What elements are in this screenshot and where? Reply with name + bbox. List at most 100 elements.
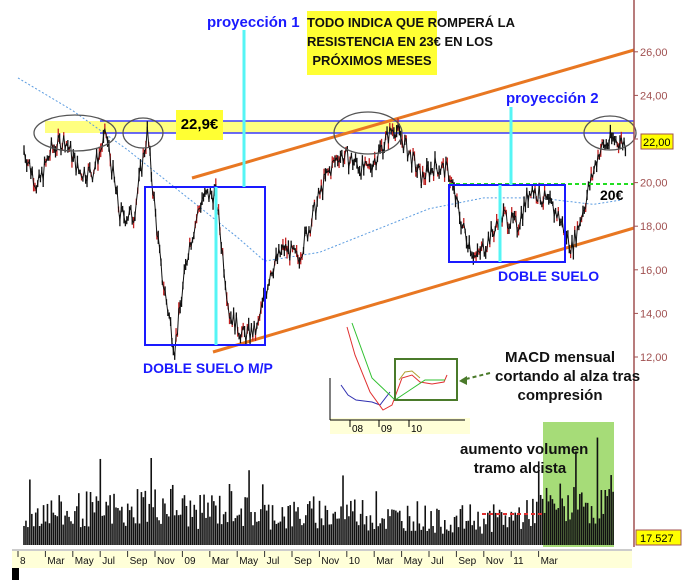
price-segment xyxy=(430,167,433,171)
volume-note-line-2: tramo alcista xyxy=(473,460,567,477)
price-segment xyxy=(164,291,167,302)
price-segment xyxy=(549,196,552,202)
price-segment xyxy=(98,150,102,154)
price-segment xyxy=(223,273,226,286)
price-segment xyxy=(193,224,196,236)
price-segment xyxy=(226,299,229,307)
price-segment xyxy=(290,243,294,250)
x-tick-label: Jul xyxy=(267,556,280,567)
price-segment xyxy=(360,159,363,177)
price-segment xyxy=(149,150,152,177)
price-segment xyxy=(97,153,100,165)
macd-blue-line xyxy=(340,384,391,406)
scroll-handle[interactable] xyxy=(12,568,19,580)
price-segment xyxy=(26,162,29,166)
price-segment xyxy=(178,306,181,309)
price-segment xyxy=(464,230,468,243)
price-segment xyxy=(86,166,89,182)
price-segment xyxy=(105,135,109,142)
price-segment xyxy=(381,144,384,155)
headline-line-2: RESISTENCIA EN 23€ EN LOS xyxy=(307,34,493,49)
macd-highlight-box xyxy=(394,358,458,401)
price-segment xyxy=(463,222,466,232)
price-segment xyxy=(160,262,163,283)
price-segment xyxy=(311,208,314,223)
price-segment xyxy=(356,163,359,171)
price-segment xyxy=(45,157,48,163)
price-segment xyxy=(315,201,318,216)
price-segment xyxy=(285,244,288,253)
price-segment xyxy=(119,207,122,221)
price-segment xyxy=(196,209,199,219)
top-ellipse-4 xyxy=(583,115,637,151)
price-segment xyxy=(66,143,69,147)
price-segment xyxy=(267,282,270,288)
price-segment xyxy=(83,169,87,180)
macd-axis-strip xyxy=(330,418,470,434)
price-segment xyxy=(579,218,583,222)
macd-note-line-3: compresión xyxy=(517,387,603,404)
price-segment xyxy=(552,203,555,217)
price-segment xyxy=(261,294,265,303)
price-segment xyxy=(152,194,155,197)
price-segment xyxy=(187,242,191,257)
macd-tick-08: 08 xyxy=(352,424,364,435)
macd-yellow-line xyxy=(398,370,421,381)
price-segment xyxy=(322,173,325,195)
price-segment xyxy=(557,211,561,223)
price-segment xyxy=(237,331,240,337)
price-segment xyxy=(482,242,485,255)
last-price-badge xyxy=(640,133,674,150)
price-segment xyxy=(183,264,187,270)
x-tick-label: Mar xyxy=(47,556,65,567)
price-segment xyxy=(364,160,367,164)
price-segment xyxy=(608,131,611,145)
price-segment xyxy=(348,159,351,169)
price-segment xyxy=(259,307,262,318)
price-segment xyxy=(155,212,158,236)
price-segment xyxy=(483,252,487,255)
price-segment xyxy=(108,145,111,160)
price-segment xyxy=(456,196,459,205)
price-segment xyxy=(426,164,429,168)
price-segment xyxy=(293,247,296,252)
price-segment xyxy=(460,226,463,229)
price-segment xyxy=(485,248,488,253)
price-segment xyxy=(330,162,333,176)
price-segment xyxy=(477,249,480,252)
price-segment xyxy=(459,217,462,229)
price-segment xyxy=(581,211,584,220)
macd-inset: 08 09 10 xyxy=(329,322,491,435)
price-segment xyxy=(514,215,517,218)
price-segment xyxy=(435,166,439,175)
price-segment xyxy=(93,165,96,172)
price-segment xyxy=(276,248,280,259)
price-segment xyxy=(394,131,398,138)
price-segment xyxy=(522,201,525,220)
price-segment xyxy=(157,237,161,249)
price-segment xyxy=(33,184,36,188)
price-segment xyxy=(527,192,531,202)
price-segment xyxy=(519,212,522,227)
price-segment xyxy=(279,249,283,256)
price-segment xyxy=(445,160,448,165)
price-segment xyxy=(127,210,130,219)
price-segment xyxy=(35,183,39,190)
price-segment xyxy=(298,258,302,264)
channel-upper-line xyxy=(191,48,635,180)
x-tick-label: 11 xyxy=(513,556,524,567)
price-segment xyxy=(398,129,402,138)
price-segment xyxy=(134,201,137,217)
price-segment xyxy=(358,169,360,172)
price-segment xyxy=(341,153,344,163)
price-segment xyxy=(508,225,511,229)
price-segment xyxy=(249,326,252,340)
price-segment xyxy=(185,262,188,265)
price-segment xyxy=(165,301,169,313)
price-segment xyxy=(135,190,139,202)
projection-2-label: proyección 2 xyxy=(506,90,599,107)
price-segment xyxy=(446,164,450,179)
x-tick-label: 8 xyxy=(20,556,26,567)
price-segment xyxy=(344,148,347,158)
x-tick-label: Nov xyxy=(321,556,339,567)
